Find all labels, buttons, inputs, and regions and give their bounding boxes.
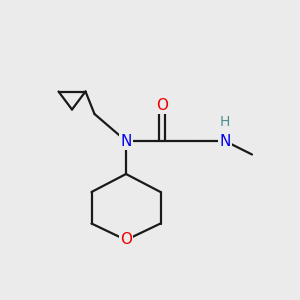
Text: O: O [120,232,132,247]
Text: N: N [120,134,132,148]
Text: N: N [219,134,231,148]
Text: O: O [156,98,168,112]
Text: H: H [220,115,230,128]
